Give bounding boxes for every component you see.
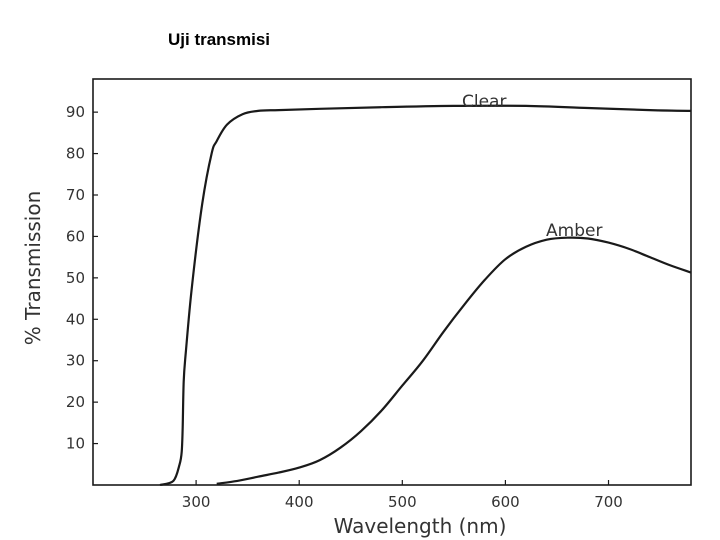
series-line-amber <box>216 236 692 485</box>
y-tick-label: 80 <box>66 145 85 163</box>
y-tick-label: 90 <box>66 103 85 121</box>
y-tick-label: 10 <box>66 435 85 453</box>
x-tick-label: 400 <box>285 493 314 511</box>
x-axis-title: Wavelength (nm) <box>334 514 507 538</box>
y-tick-label: 30 <box>66 352 85 370</box>
y-tick-label: 20 <box>66 393 85 411</box>
series-label-clear: Clear <box>462 92 506 112</box>
plot-frame <box>92 78 692 486</box>
y-tick-label: 50 <box>66 269 85 287</box>
y-tick-label: 40 <box>66 310 85 328</box>
x-tick-label: 600 <box>491 493 520 511</box>
x-tick-label: 300 <box>182 493 211 511</box>
series-label-amber: Amber <box>546 221 602 241</box>
y-tick-label: 70 <box>66 186 85 204</box>
series-line-clear <box>159 104 692 487</box>
x-tick-label: 700 <box>594 493 623 511</box>
y-axis-title: % Transmission <box>21 191 45 346</box>
page-heading: Uji transmisi <box>168 30 271 49</box>
x-tick-label: 500 <box>388 493 417 511</box>
y-tick-label: 60 <box>66 227 85 245</box>
